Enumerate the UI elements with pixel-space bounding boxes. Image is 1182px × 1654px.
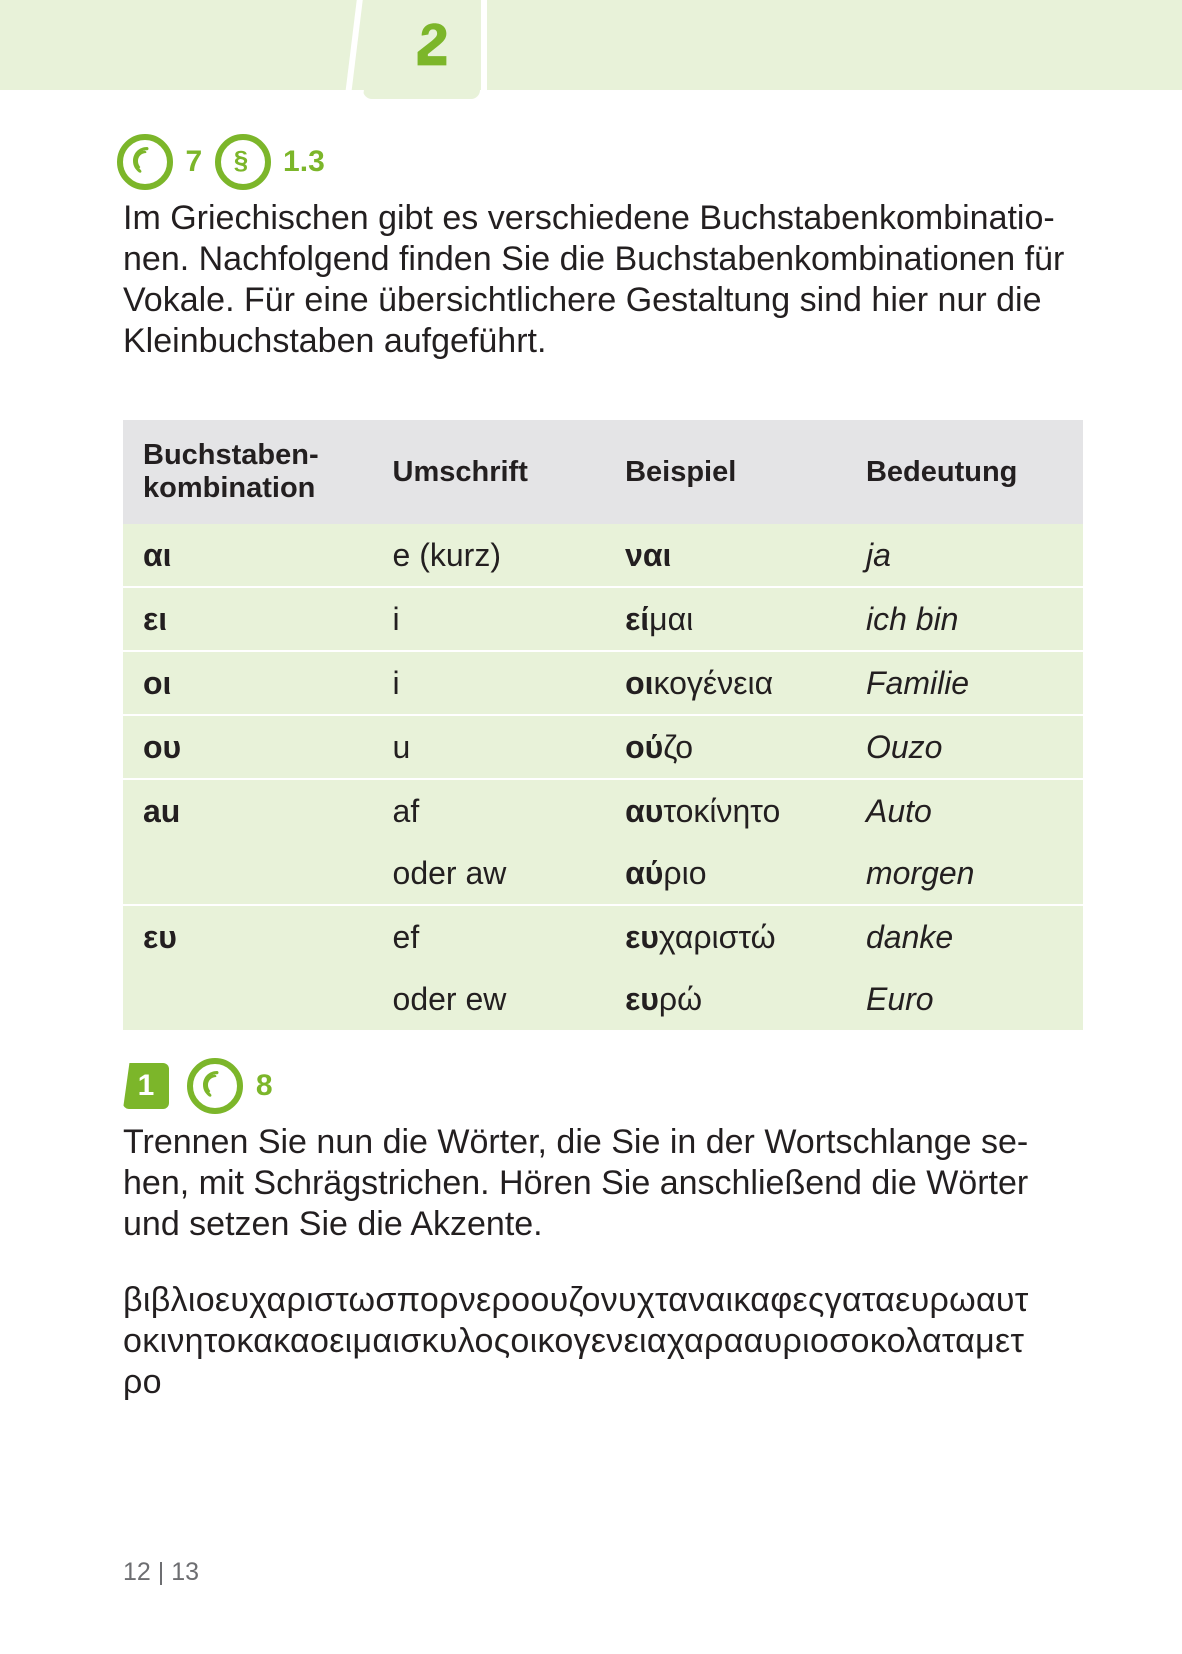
svg-text:§: § (233, 145, 247, 175)
